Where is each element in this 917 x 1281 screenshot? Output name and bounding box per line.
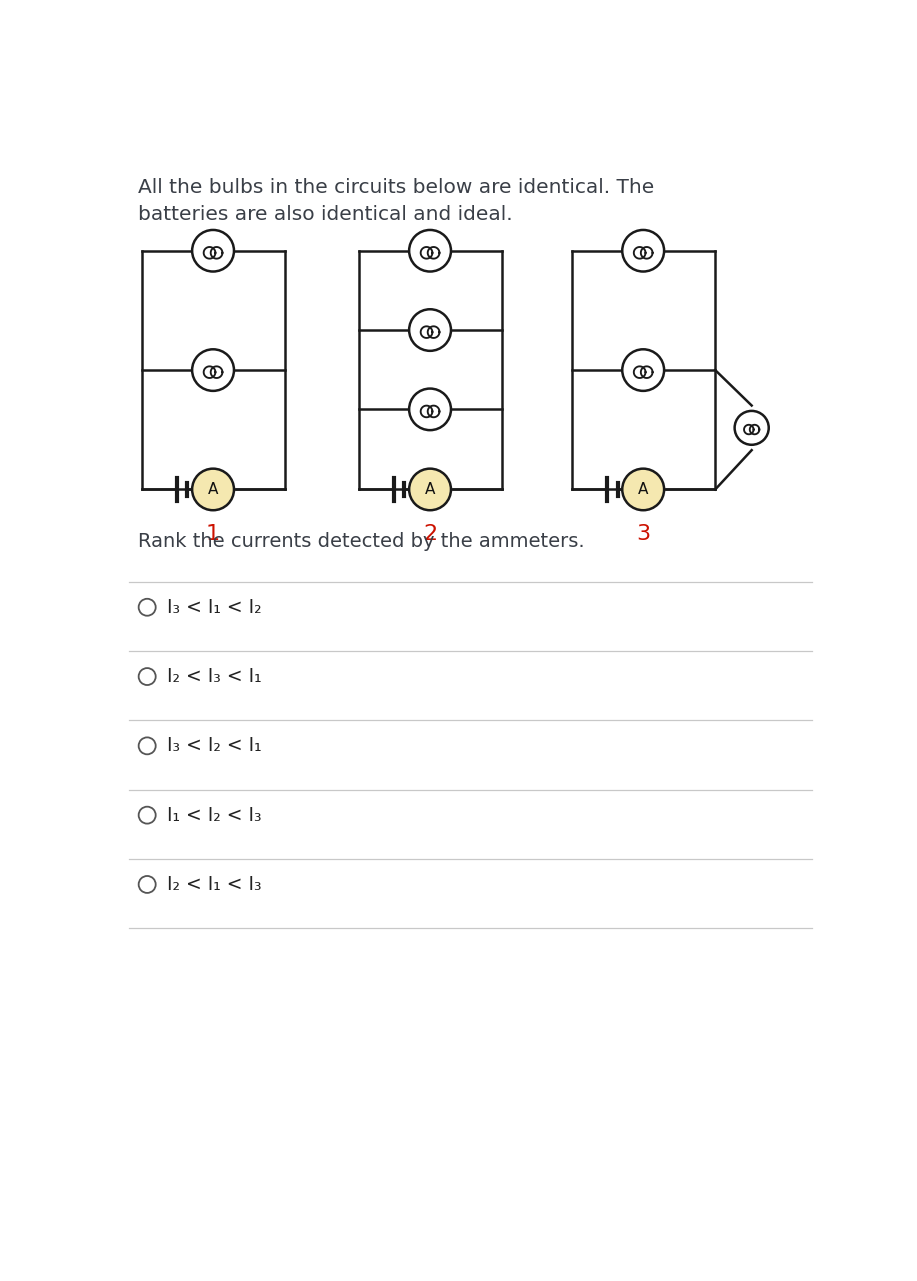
Text: I₃ < I₂ < I₁: I₃ < I₂ < I₁	[167, 737, 262, 756]
Text: A: A	[425, 482, 436, 497]
Circle shape	[623, 350, 664, 391]
Text: I₂ < I₃ < I₁: I₂ < I₃ < I₁	[167, 667, 262, 687]
Circle shape	[735, 411, 768, 445]
Text: Rank the currents detected by the ammeters.: Rank the currents detected by the ammete…	[138, 532, 584, 551]
Circle shape	[409, 388, 451, 430]
Text: A: A	[208, 482, 218, 497]
Text: 3: 3	[636, 524, 650, 544]
Circle shape	[409, 231, 451, 272]
Circle shape	[623, 231, 664, 272]
Text: 2: 2	[423, 524, 437, 544]
Text: I₂ < I₁ < I₃: I₂ < I₁ < I₃	[167, 875, 262, 894]
Circle shape	[409, 469, 451, 510]
Text: A: A	[638, 482, 648, 497]
Text: I₃ < I₁ < I₂: I₃ < I₁ < I₂	[167, 598, 262, 616]
Circle shape	[193, 350, 234, 391]
Circle shape	[623, 469, 664, 510]
Circle shape	[193, 231, 234, 272]
Circle shape	[409, 309, 451, 351]
Text: batteries are also identical and ideal.: batteries are also identical and ideal.	[138, 205, 513, 224]
Text: All the bulbs in the circuits below are identical. The: All the bulbs in the circuits below are …	[138, 178, 654, 196]
Text: I₁ < I₂ < I₃: I₁ < I₂ < I₃	[167, 806, 262, 825]
Text: 1: 1	[206, 524, 220, 544]
Circle shape	[193, 469, 234, 510]
